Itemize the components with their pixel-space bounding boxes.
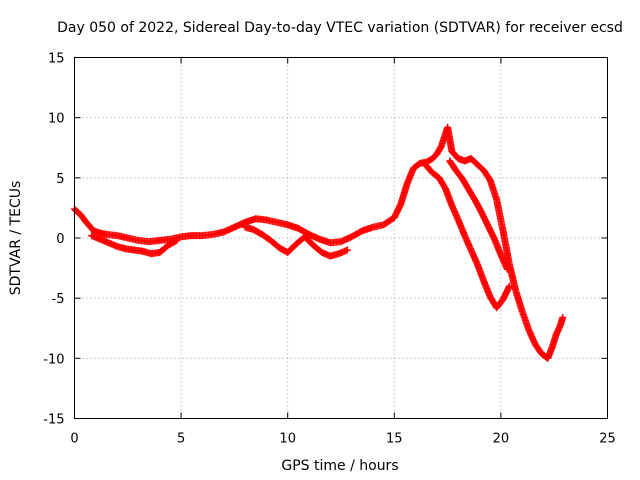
x-tick-label: 25 — [599, 432, 616, 447]
x-axis-label: GPS time / hours — [281, 458, 398, 474]
x-tick-label: 10 — [279, 432, 296, 447]
x-tick-label: 20 — [493, 432, 510, 447]
data-point — [173, 236, 181, 244]
y-tick-label: -5 — [52, 292, 65, 307]
y-tick-label: 10 — [48, 112, 65, 127]
y-tick-label: -10 — [43, 352, 64, 367]
y-tick-label: 15 — [48, 52, 65, 67]
data-point — [503, 265, 511, 273]
data-point — [559, 313, 567, 321]
data-points — [71, 123, 567, 362]
x-tick-label: 15 — [386, 432, 403, 447]
data-point — [505, 282, 513, 290]
x-tick-label: 0 — [70, 432, 78, 447]
y-axis-label: SDTVAR / TECUs — [8, 181, 24, 296]
grid-lines — [74, 57, 608, 419]
data-series — [88, 162, 513, 312]
x-tick-label: 5 — [177, 432, 185, 447]
data-series — [446, 157, 511, 273]
y-tick-label: 0 — [56, 232, 64, 247]
plot-frame — [74, 57, 608, 419]
y-tick-label: 5 — [56, 172, 64, 187]
axis-ticks — [74, 57, 608, 419]
y-tick-label: -15 — [43, 413, 64, 428]
chart-title: Day 050 of 2022, Sidereal Day-to-day VTE… — [57, 20, 623, 36]
axis-tick-labels: 0 5 10 15 20 25 -15 -10 -5 0 5 10 15 — [43, 52, 616, 447]
data-point — [343, 246, 351, 254]
data-series — [71, 123, 567, 362]
